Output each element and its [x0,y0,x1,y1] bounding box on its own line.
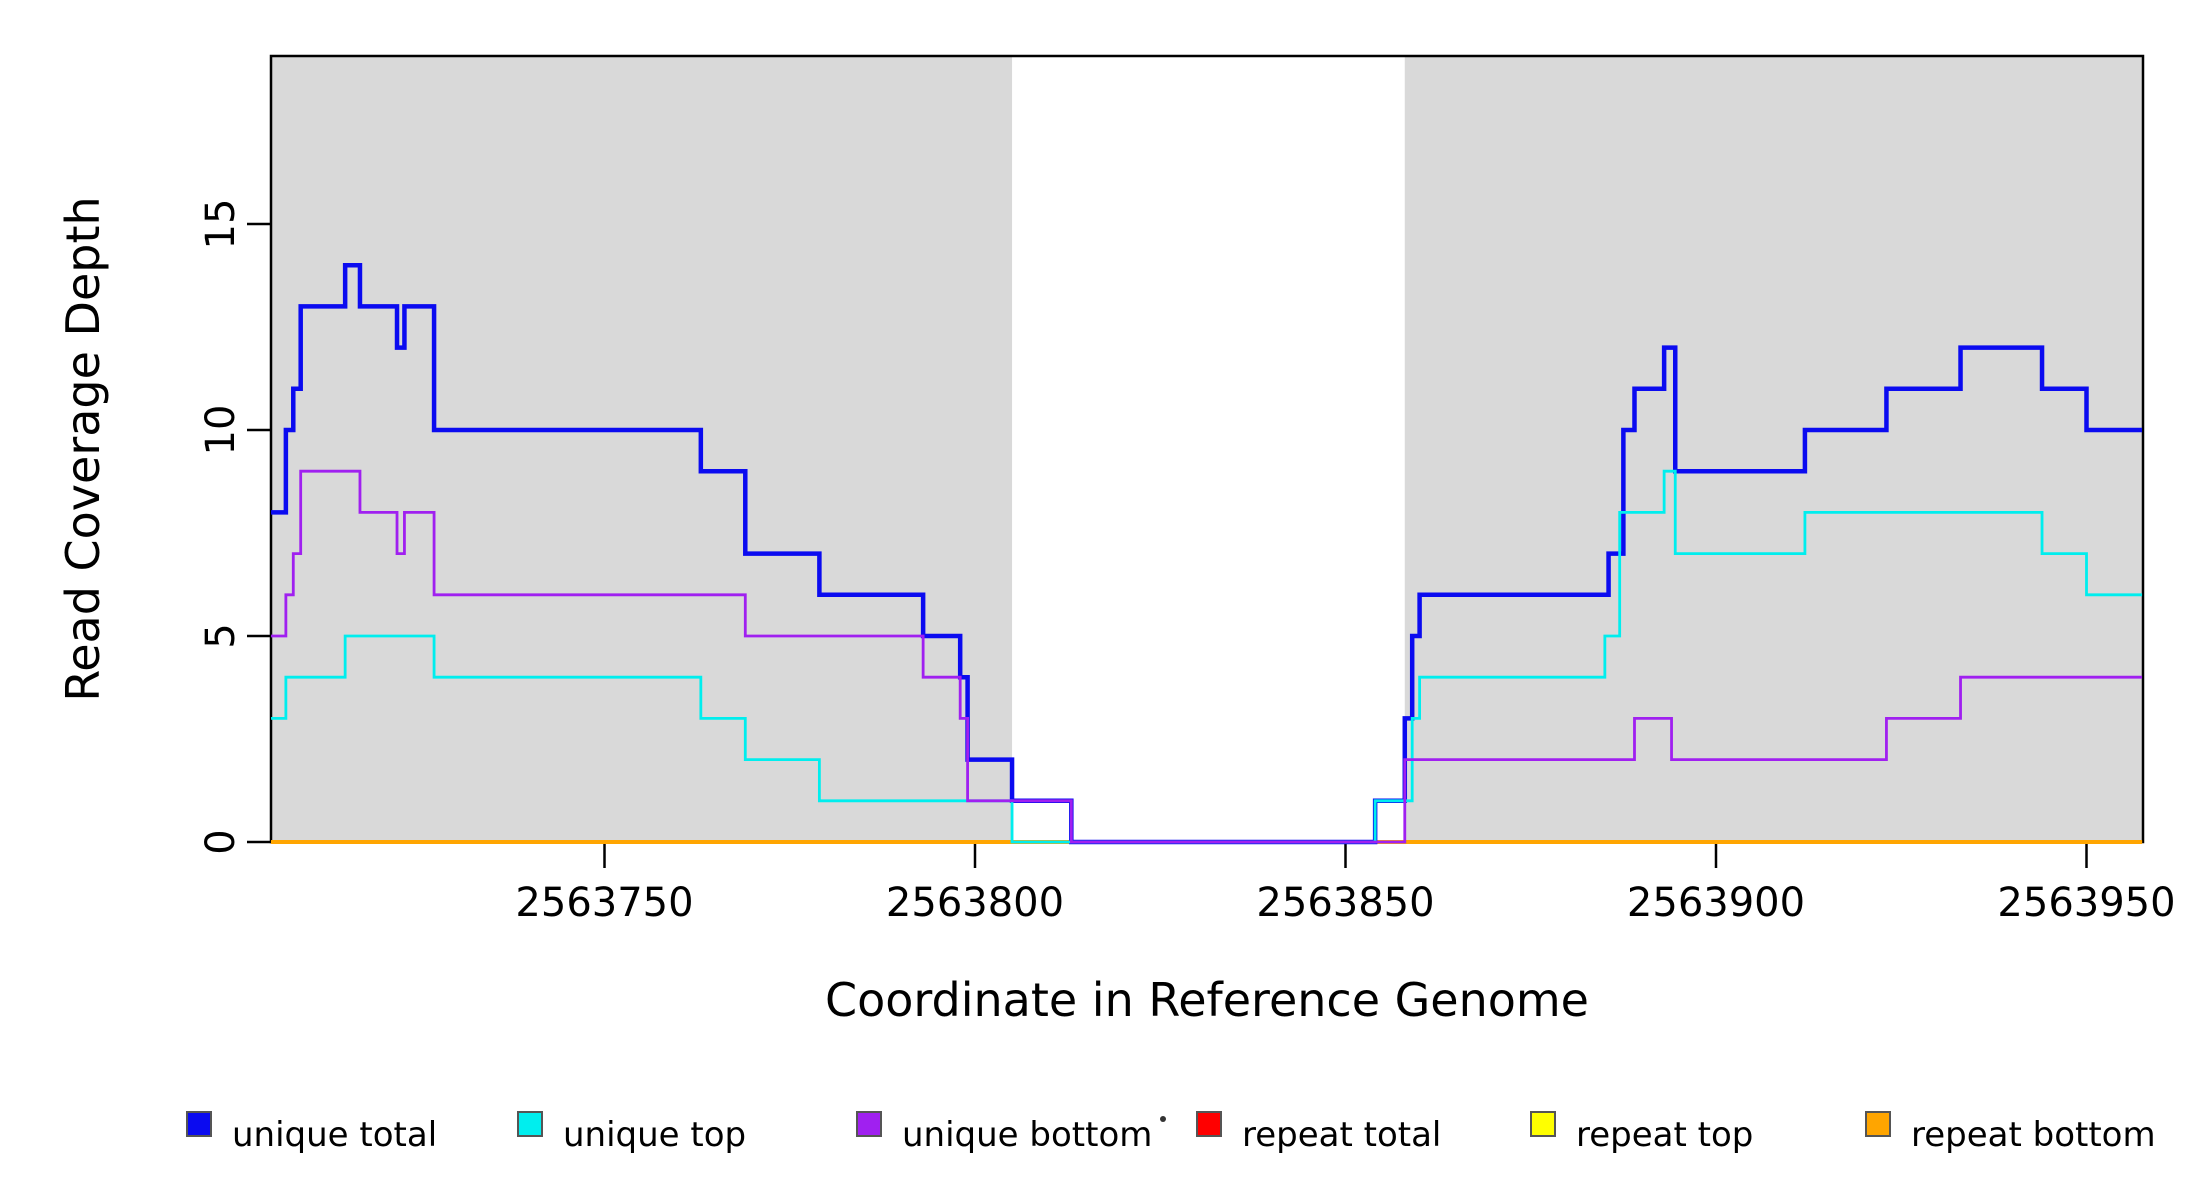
y-axis-tick-label: 0 [198,829,244,854]
legend-artifact-dot [1160,1116,1166,1122]
legend-label-repeat-bottom: repeat bottom [1911,1115,2156,1155]
legend-label-unique-bottom: unique bottom [902,1115,1152,1155]
legend-swatch-repeat-top [1530,1111,1556,1137]
series-lines-layer [271,262,2143,845]
x-axis-tick-label: 2563750 [515,880,693,926]
axis-ticks-layer: 2563750 2563800 2563850 2563900 2563950 0 5 10 1… [198,199,2176,926]
legend-swatch-repeat-bottom [1865,1111,1891,1137]
legend-swatch-unique-total [186,1111,212,1137]
x-axis-tick-label: 2563950 [1997,880,2175,926]
legend-label-unique-total: unique total [232,1115,437,1155]
shaded-region [271,56,1013,842]
legend-label-repeat-top: repeat top [1576,1115,1753,1155]
legend-label-unique-top: unique top [563,1115,746,1155]
y-axis-title: Read Coverage Depth [56,196,110,701]
x-axis-tick-label: 2563900 [1627,880,1805,926]
y-axis-tick-label: 5 [198,623,244,648]
shaded-region [1404,56,2143,842]
legend-label-repeat-total: repeat total [1242,1115,1441,1155]
x-axis-title: Coordinate in Reference Genome [825,973,1589,1027]
legend-swatch-unique-top [517,1111,543,1137]
legend-swatch-unique-bottom [856,1111,882,1137]
shaded-bands-layer [271,56,2143,842]
legend: unique total unique top unique bottom repea… [186,1111,2156,1155]
y-axis-tick-label: 10 [198,405,244,456]
y-axis-tick-label: 15 [198,199,244,250]
series-line-unique-bottom [271,469,2143,844]
x-axis-tick-label: 2563800 [886,880,1064,926]
x-axis-tick-label: 2563850 [1256,880,1434,926]
legend-swatch-repeat-total [1196,1111,1222,1137]
